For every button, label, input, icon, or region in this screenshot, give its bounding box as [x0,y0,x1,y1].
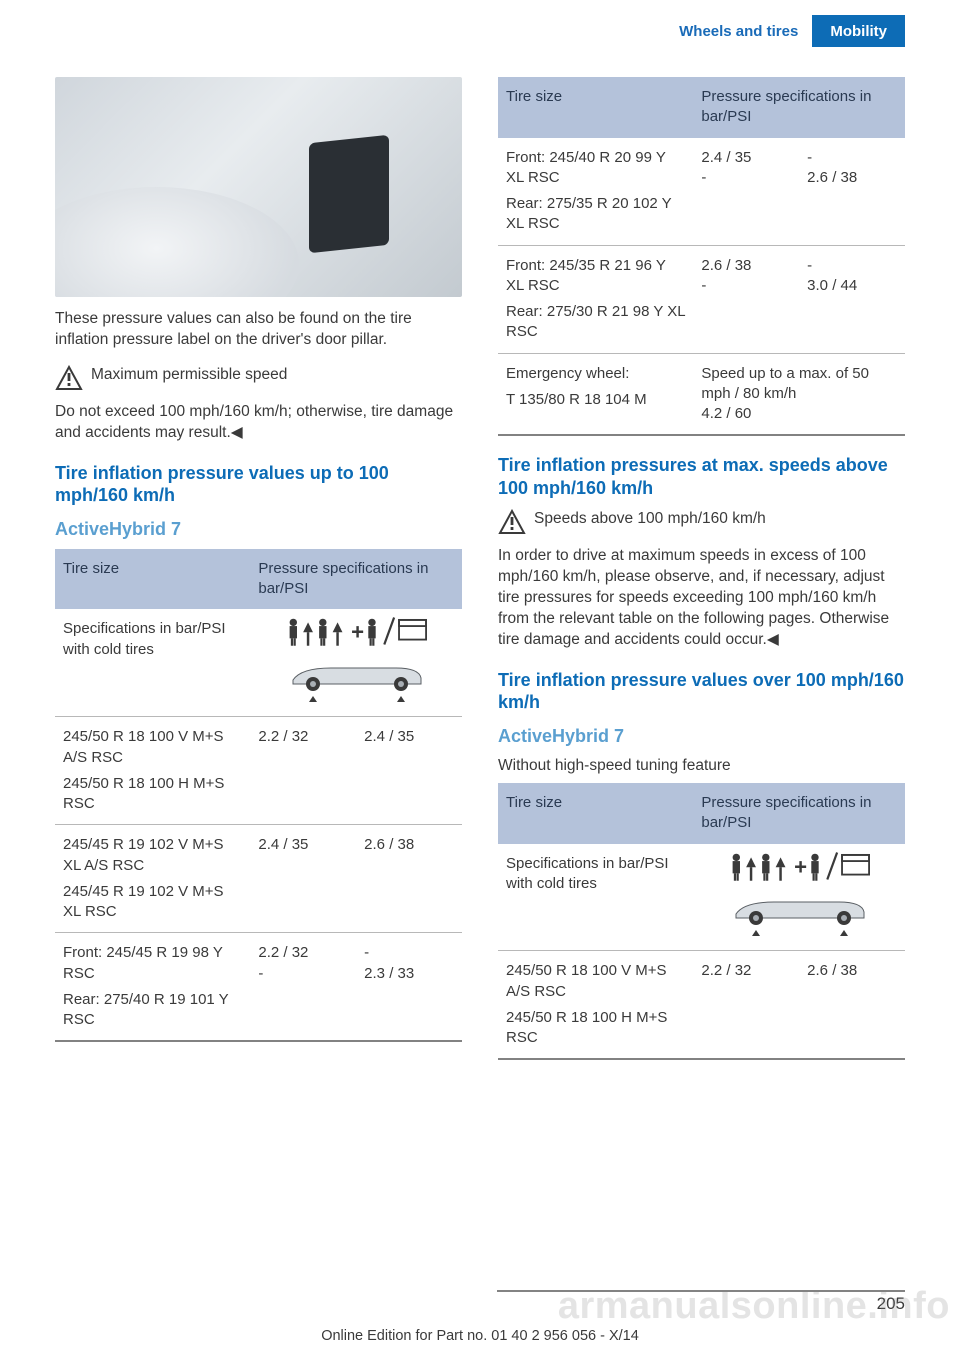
table-row: 245/45 R 19 102 V M+S XL A/S RSC245/45 R… [55,825,462,933]
section-heading: Tire inflation pressure values up to 100… [55,462,462,507]
table-row: Specifications in bar/PSI with cold tire… [498,844,905,951]
warning-body: In order to drive at maximum speeds in e… [498,546,905,651]
header-chapter: Mobility [812,15,905,47]
spec-label: Specifications in bar/PSI with cold tire… [55,609,250,716]
subtitle: Without high-speed tuning feature [498,756,905,777]
table-header: Pressure specifications in bar/PSI [693,77,905,138]
warning-title: Speeds above 100 mph/160 km/h [534,509,766,530]
door-pillar-photo [55,77,462,297]
load-icons [693,844,905,951]
header-section: Wheels and tires [679,15,812,47]
table-header: Pressure specifications in bar/PSI [250,549,462,610]
watermark: armanualsonline.info [558,1285,950,1328]
table-header: Pressure specifications in bar/PSI [693,783,905,844]
pressure-table-left: Tire size Pressure specifications in bar… [55,549,462,1042]
left-column: These pressure values can also be found … [55,77,462,1060]
warning-icon [498,509,526,542]
table-header: Tire size [498,77,693,138]
right-column: Tire size Pressure specifications in bar… [498,77,905,1060]
table-row: Front: 245/40 R 20 99 Y XL RSCRear: 275/… [498,138,905,246]
section-heading: Tire inflation pressures at max. speeds … [498,454,905,499]
table-row: Emergency wheel:T 135/80 R 18 104 M Spee… [498,353,905,435]
pressure-table-right-top: Tire size Pressure specifications in bar… [498,77,905,436]
warning-title: Maximum permissible speed [91,365,287,386]
table-header: Tire size [55,549,250,610]
section-heading: Tire inflation pressure values over 100 … [498,669,905,714]
pressure-table-right-bottom: Tire size Pressure specifications in bar… [498,783,905,1060]
warning-block: Maximum permissible speed [55,365,462,398]
table-row: Front: 245/45 R 19 98 Y RSCRear: 275/40 … [55,933,462,1042]
warning-icon [55,365,83,398]
subsection-heading: ActiveHybrid 7 [55,517,462,541]
table-row: Specifications in bar/PSI with cold tire… [55,609,462,716]
table-header: Tire size [498,783,693,844]
warning-body: Do not exceed 100 mph/160 km/h; otherwis… [55,402,462,444]
table-row: Front: 245/35 R 21 96 Y XL RSCRear: 275/… [498,245,905,353]
subsection-heading: ActiveHybrid 7 [498,724,905,748]
page-header: Wheels and tires Mobility [55,15,905,47]
table-row: 245/50 R 18 100 V M+S A/S RSC245/50 R 18… [498,951,905,1060]
table-row: 245/50 R 18 100 V M+S A/S RSC245/50 R 18… [55,717,462,825]
spec-label: Specifications in bar/PSI with cold tire… [498,844,693,951]
warning-block: Speeds above 100 mph/160 km/h [498,509,905,542]
load-icons [250,609,462,716]
photo-caption: These pressure values can also be found … [55,309,462,351]
footer-text: Online Edition for Part no. 01 40 2 956 … [0,1328,960,1344]
